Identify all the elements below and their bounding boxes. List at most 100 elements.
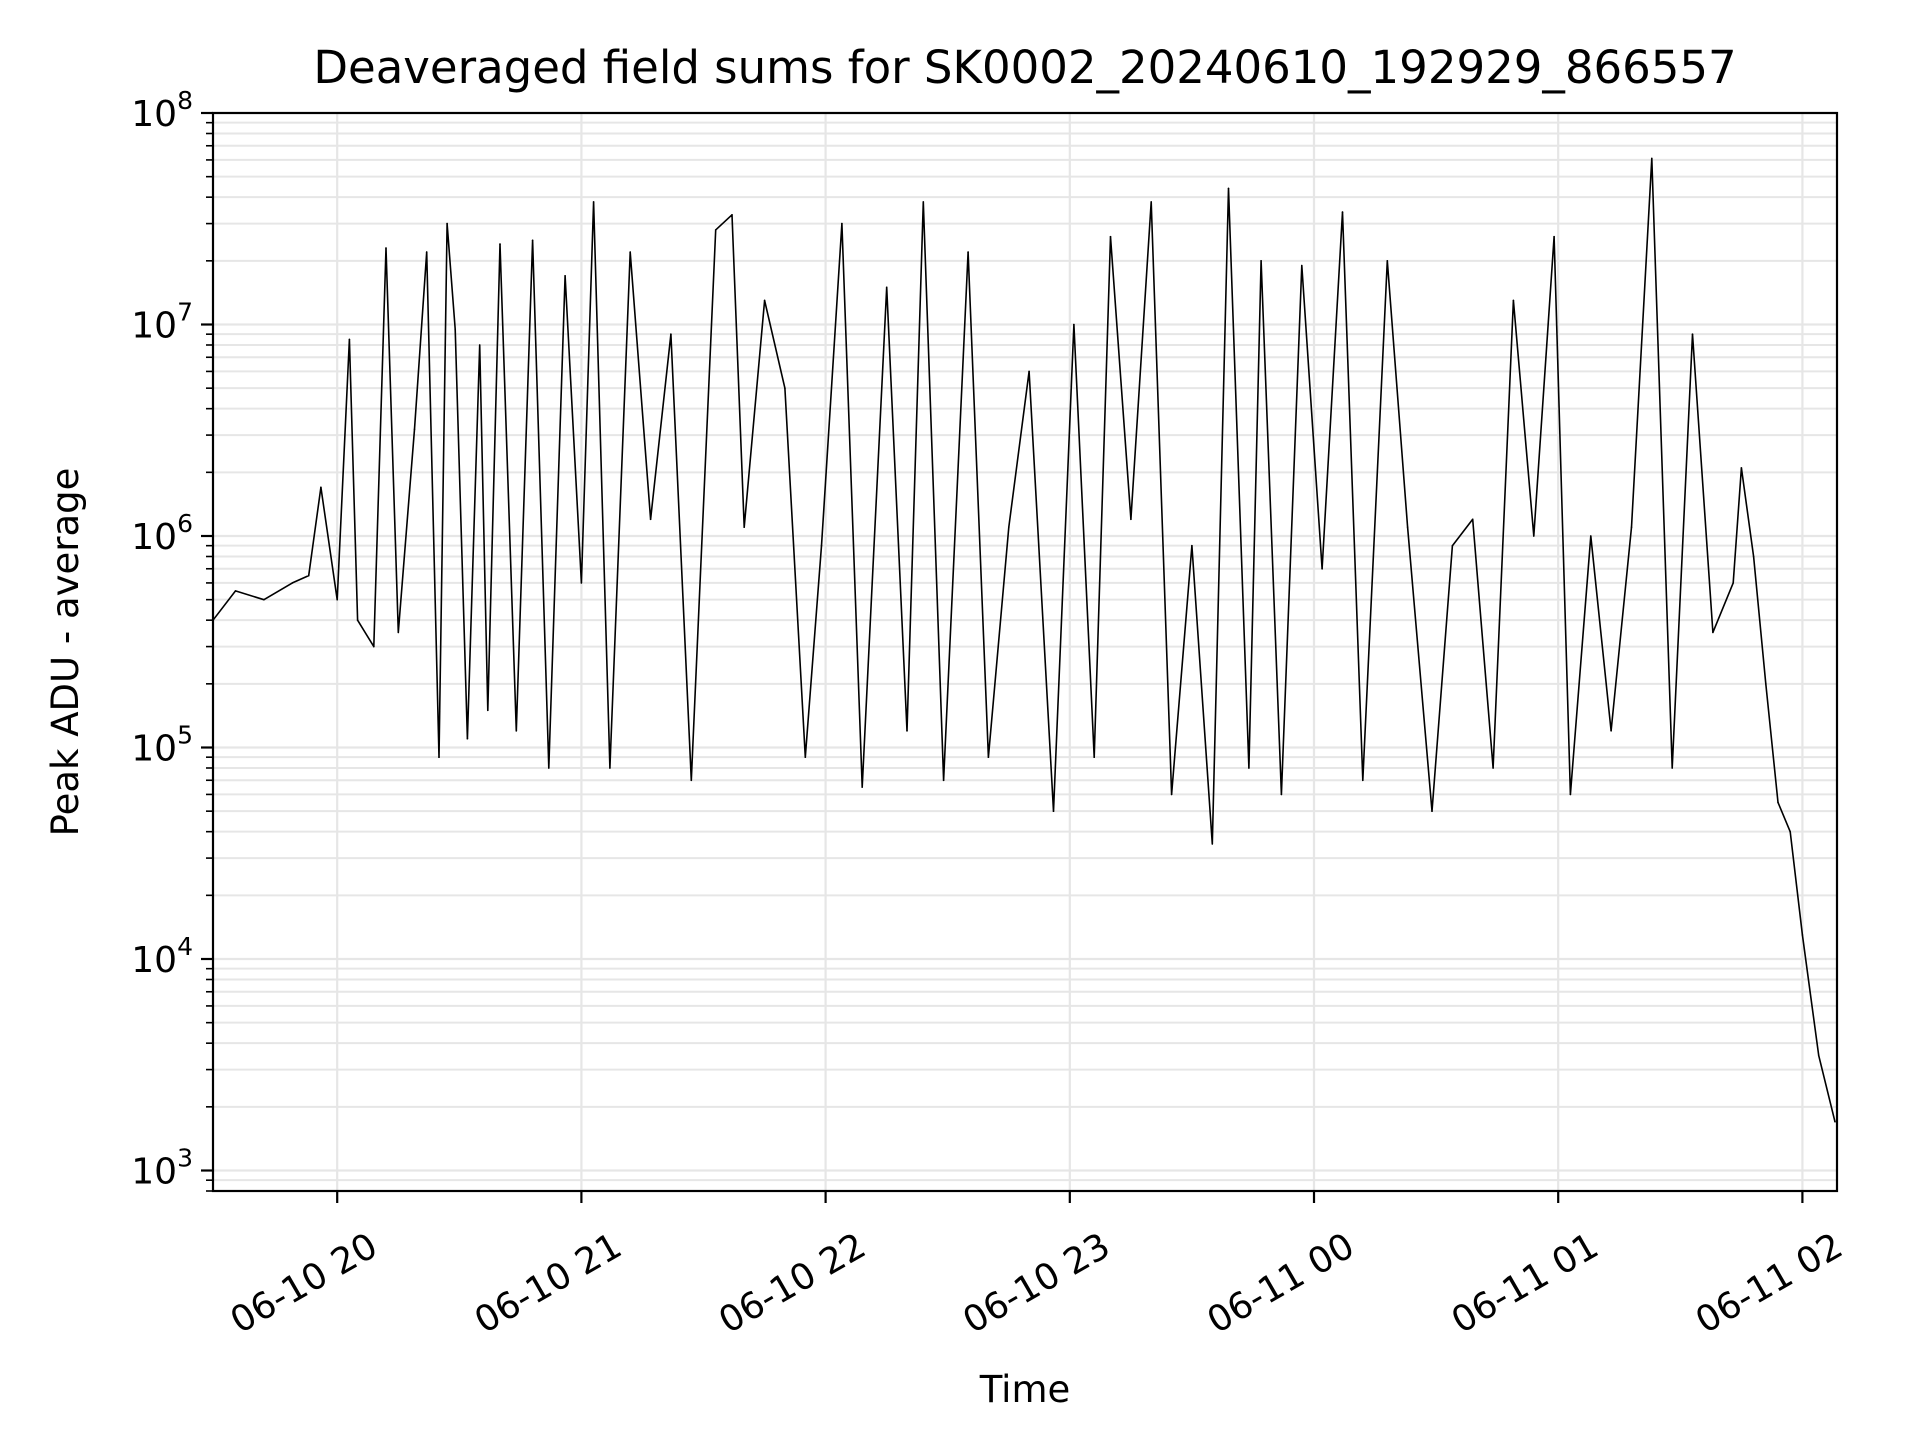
chart-title: Deaveraged field sums for SK0002_2024061…	[313, 41, 1736, 94]
data-point	[263, 598, 265, 601]
data-point	[397, 631, 400, 634]
data-point	[804, 756, 807, 758]
x-axis-label: Time	[979, 1368, 1071, 1411]
data-point	[922, 201, 925, 203]
data-point	[385, 247, 387, 249]
data-point	[609, 767, 611, 769]
data-point	[373, 645, 375, 648]
data-point	[1569, 793, 1572, 796]
y-tick-label: 105	[131, 721, 193, 770]
data-point	[690, 779, 693, 782]
data-point	[348, 338, 351, 341]
data-point	[446, 222, 448, 225]
data-point	[1777, 801, 1779, 804]
data-point	[307, 574, 310, 577]
data-point	[629, 251, 631, 253]
data-point	[564, 275, 566, 277]
data-point	[987, 756, 990, 758]
data-point	[515, 730, 518, 732]
data-point	[478, 344, 481, 346]
data-point	[454, 328, 457, 331]
data-point	[1248, 767, 1250, 769]
y-tick-label: 106	[131, 509, 193, 558]
data-point	[841, 222, 843, 225]
data-point	[1052, 810, 1055, 812]
data-point	[487, 709, 489, 712]
data-point	[1280, 793, 1283, 796]
data-point	[531, 239, 534, 242]
data-point	[1260, 260, 1262, 262]
data-point	[820, 544, 823, 547]
data-layer	[212, 157, 1836, 1123]
data-point	[1386, 260, 1389, 262]
data-point	[1109, 235, 1112, 238]
data-point	[548, 767, 550, 769]
data-point	[1834, 1121, 1836, 1123]
data-point	[356, 619, 359, 621]
data-point	[1691, 333, 1694, 336]
data-point	[1341, 211, 1344, 213]
data-point	[291, 582, 294, 584]
data-point	[942, 779, 945, 782]
data-point	[1301, 264, 1303, 267]
data-point	[592, 201, 595, 203]
data-point	[1191, 544, 1193, 547]
data-point	[234, 590, 237, 592]
data-point	[714, 229, 717, 231]
data-point	[1732, 582, 1734, 584]
y-tick-label: 104	[131, 932, 193, 981]
data-point	[784, 387, 786, 390]
data-point	[320, 486, 322, 489]
data-point	[466, 737, 469, 740]
data-point	[731, 214, 733, 216]
data-point	[425, 251, 428, 253]
data-point	[763, 299, 766, 302]
data-point	[1610, 730, 1612, 732]
y-tick-label: 107	[131, 298, 193, 347]
data-point	[1752, 555, 1755, 558]
data-point	[1471, 518, 1474, 521]
y-tick-label: 103	[131, 1144, 193, 1193]
data-point	[1651, 157, 1653, 160]
data-point	[438, 756, 440, 758]
data-point	[1130, 518, 1132, 521]
data-point	[1431, 810, 1433, 812]
data-point	[1170, 793, 1173, 796]
data-point	[1211, 843, 1214, 845]
data-point	[861, 786, 863, 788]
data-point	[743, 526, 745, 528]
data-point	[1008, 526, 1010, 528]
data-point	[1406, 526, 1409, 528]
y-tick-label: 108	[131, 86, 193, 135]
data-point	[1028, 370, 1030, 373]
data-point	[967, 251, 969, 253]
data-point	[1553, 235, 1555, 238]
data-point	[1512, 299, 1515, 302]
data-point	[1093, 756, 1095, 758]
data-point	[1789, 830, 1791, 833]
data-point	[1801, 934, 1804, 936]
series-line	[212, 157, 1836, 1122]
data-point	[1671, 767, 1673, 769]
data-point	[1150, 201, 1152, 203]
data-point	[1740, 467, 1743, 469]
data-point	[649, 518, 652, 521]
data-point	[1451, 544, 1454, 547]
data-point	[906, 730, 908, 732]
data-point	[1492, 767, 1494, 769]
y-axis-ticks: 103 104 105 106 107 108	[131, 86, 213, 1193]
data-point	[1362, 779, 1364, 782]
data-point	[1817, 1054, 1820, 1057]
data-point	[499, 243, 501, 245]
data-point	[580, 582, 583, 584]
data-point	[1227, 187, 1230, 190]
data-point	[1321, 568, 1323, 570]
data-point	[1765, 683, 1767, 685]
data-point	[336, 598, 339, 601]
data-point	[413, 428, 416, 431]
data-point	[1630, 526, 1633, 528]
data-point	[885, 286, 888, 289]
plot-frame	[211, 111, 1839, 1193]
